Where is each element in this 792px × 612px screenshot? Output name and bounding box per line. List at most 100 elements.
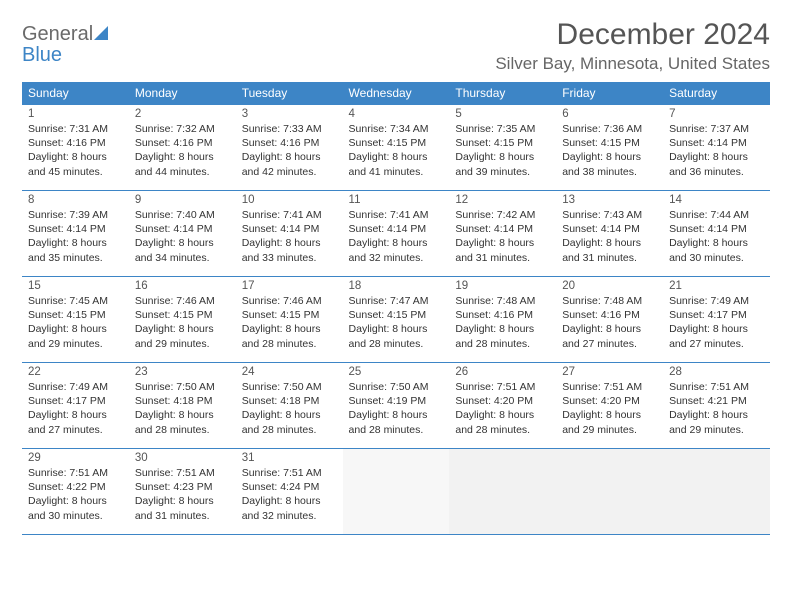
day-daylight2: and 28 minutes.	[349, 423, 444, 437]
day-daylight2: and 32 minutes.	[349, 251, 444, 265]
day-sunset: Sunset: 4:17 PM	[28, 394, 123, 408]
day-sunrise: Sunrise: 7:49 AM	[669, 294, 764, 308]
day-number: 9	[135, 194, 230, 206]
day-daylight1: Daylight: 8 hours	[349, 408, 444, 422]
day-number: 21	[669, 280, 764, 292]
day-sunrise: Sunrise: 7:46 AM	[242, 294, 337, 308]
day-sunrise: Sunrise: 7:51 AM	[669, 380, 764, 394]
day-sunrise: Sunrise: 7:51 AM	[242, 466, 337, 480]
calendar-day-cell: 6Sunrise: 7:36 AMSunset: 4:15 PMDaylight…	[556, 105, 663, 191]
day-number: 12	[455, 194, 550, 206]
day-sunset: Sunset: 4:16 PM	[135, 136, 230, 150]
day-sunrise: Sunrise: 7:41 AM	[349, 208, 444, 222]
day-daylight1: Daylight: 8 hours	[669, 150, 764, 164]
calendar-day-cell: 7Sunrise: 7:37 AMSunset: 4:14 PMDaylight…	[663, 105, 770, 191]
day-daylight2: and 30 minutes.	[669, 251, 764, 265]
day-daylight2: and 28 minutes.	[455, 337, 550, 351]
logo-sail-icon	[94, 26, 112, 40]
day-sunrise: Sunrise: 7:44 AM	[669, 208, 764, 222]
calendar-day-cell: 27Sunrise: 7:51 AMSunset: 4:20 PMDayligh…	[556, 363, 663, 449]
day-daylight2: and 34 minutes.	[135, 251, 230, 265]
calendar-week-row: 15Sunrise: 7:45 AMSunset: 4:15 PMDayligh…	[22, 277, 770, 363]
day-daylight2: and 35 minutes.	[28, 251, 123, 265]
day-sunset: Sunset: 4:15 PM	[28, 308, 123, 322]
day-sunset: Sunset: 4:14 PM	[349, 222, 444, 236]
day-daylight2: and 28 minutes.	[242, 423, 337, 437]
day-daylight1: Daylight: 8 hours	[242, 322, 337, 336]
calendar-day-cell: 5Sunrise: 7:35 AMSunset: 4:15 PMDaylight…	[449, 105, 556, 191]
day-number: 26	[455, 366, 550, 378]
calendar-day-cell: 20Sunrise: 7:48 AMSunset: 4:16 PMDayligh…	[556, 277, 663, 363]
day-sunrise: Sunrise: 7:51 AM	[135, 466, 230, 480]
day-daylight2: and 31 minutes.	[135, 509, 230, 523]
day-sunset: Sunset: 4:24 PM	[242, 480, 337, 494]
day-number: 23	[135, 366, 230, 378]
day-daylight1: Daylight: 8 hours	[135, 236, 230, 250]
day-sunrise: Sunrise: 7:37 AM	[669, 122, 764, 136]
day-daylight2: and 30 minutes.	[28, 509, 123, 523]
day-daylight1: Daylight: 8 hours	[455, 322, 550, 336]
calendar-day-cell: 8Sunrise: 7:39 AMSunset: 4:14 PMDaylight…	[22, 191, 129, 277]
month-title: December 2024	[495, 18, 770, 52]
day-daylight1: Daylight: 8 hours	[669, 322, 764, 336]
calendar-week-row: 29Sunrise: 7:51 AMSunset: 4:22 PMDayligh…	[22, 449, 770, 535]
day-number: 30	[135, 452, 230, 464]
day-number: 15	[28, 280, 123, 292]
day-daylight1: Daylight: 8 hours	[562, 408, 657, 422]
day-sunset: Sunset: 4:14 PM	[242, 222, 337, 236]
day-daylight2: and 29 minutes.	[669, 423, 764, 437]
weekday-thursday: Thursday	[449, 82, 556, 105]
day-sunrise: Sunrise: 7:51 AM	[28, 466, 123, 480]
logo-general-text: General	[22, 23, 93, 45]
day-number: 25	[349, 366, 444, 378]
calendar-week-row: 8Sunrise: 7:39 AMSunset: 4:14 PMDaylight…	[22, 191, 770, 277]
day-daylight1: Daylight: 8 hours	[28, 408, 123, 422]
calendar-day-cell: 15Sunrise: 7:45 AMSunset: 4:15 PMDayligh…	[22, 277, 129, 363]
day-number: 27	[562, 366, 657, 378]
weekday-header-row: Sunday Monday Tuesday Wednesday Thursday…	[22, 82, 770, 105]
day-sunrise: Sunrise: 7:48 AM	[562, 294, 657, 308]
title-block: December 2024 Silver Bay, Minnesota, Uni…	[495, 18, 770, 74]
day-sunrise: Sunrise: 7:33 AM	[242, 122, 337, 136]
day-sunrise: Sunrise: 7:51 AM	[562, 380, 657, 394]
day-number: 18	[349, 280, 444, 292]
calendar-day-cell: 10Sunrise: 7:41 AMSunset: 4:14 PMDayligh…	[236, 191, 343, 277]
day-number: 2	[135, 108, 230, 120]
day-sunrise: Sunrise: 7:47 AM	[349, 294, 444, 308]
day-number: 24	[242, 366, 337, 378]
day-number: 22	[28, 366, 123, 378]
day-number: 6	[562, 108, 657, 120]
calendar-body: 1Sunrise: 7:31 AMSunset: 4:16 PMDaylight…	[22, 105, 770, 535]
calendar-day-cell: 1Sunrise: 7:31 AMSunset: 4:16 PMDaylight…	[22, 105, 129, 191]
day-sunset: Sunset: 4:18 PM	[242, 394, 337, 408]
day-daylight2: and 39 minutes.	[455, 165, 550, 179]
day-sunset: Sunset: 4:14 PM	[28, 222, 123, 236]
day-sunrise: Sunrise: 7:40 AM	[135, 208, 230, 222]
weekday-friday: Friday	[556, 82, 663, 105]
weekday-sunday: Sunday	[22, 82, 129, 105]
day-sunset: Sunset: 4:15 PM	[242, 308, 337, 322]
calendar-day-cell: 17Sunrise: 7:46 AMSunset: 4:15 PMDayligh…	[236, 277, 343, 363]
day-daylight2: and 31 minutes.	[455, 251, 550, 265]
day-daylight2: and 29 minutes.	[135, 337, 230, 351]
day-daylight2: and 33 minutes.	[242, 251, 337, 265]
calendar-day-cell: 16Sunrise: 7:46 AMSunset: 4:15 PMDayligh…	[129, 277, 236, 363]
day-daylight1: Daylight: 8 hours	[242, 150, 337, 164]
calendar-day-cell: 30Sunrise: 7:51 AMSunset: 4:23 PMDayligh…	[129, 449, 236, 535]
day-daylight2: and 36 minutes.	[669, 165, 764, 179]
weekday-tuesday: Tuesday	[236, 82, 343, 105]
day-number: 8	[28, 194, 123, 206]
calendar-week-row: 22Sunrise: 7:49 AMSunset: 4:17 PMDayligh…	[22, 363, 770, 449]
calendar-day-cell: 24Sunrise: 7:50 AMSunset: 4:18 PMDayligh…	[236, 363, 343, 449]
day-daylight2: and 27 minutes.	[28, 423, 123, 437]
day-sunset: Sunset: 4:14 PM	[669, 136, 764, 150]
day-daylight1: Daylight: 8 hours	[669, 236, 764, 250]
day-sunrise: Sunrise: 7:31 AM	[28, 122, 123, 136]
day-number: 4	[349, 108, 444, 120]
day-sunrise: Sunrise: 7:32 AM	[135, 122, 230, 136]
day-sunset: Sunset: 4:16 PM	[562, 308, 657, 322]
day-sunrise: Sunrise: 7:41 AM	[242, 208, 337, 222]
day-sunrise: Sunrise: 7:50 AM	[349, 380, 444, 394]
day-sunset: Sunset: 4:15 PM	[562, 136, 657, 150]
day-number: 31	[242, 452, 337, 464]
